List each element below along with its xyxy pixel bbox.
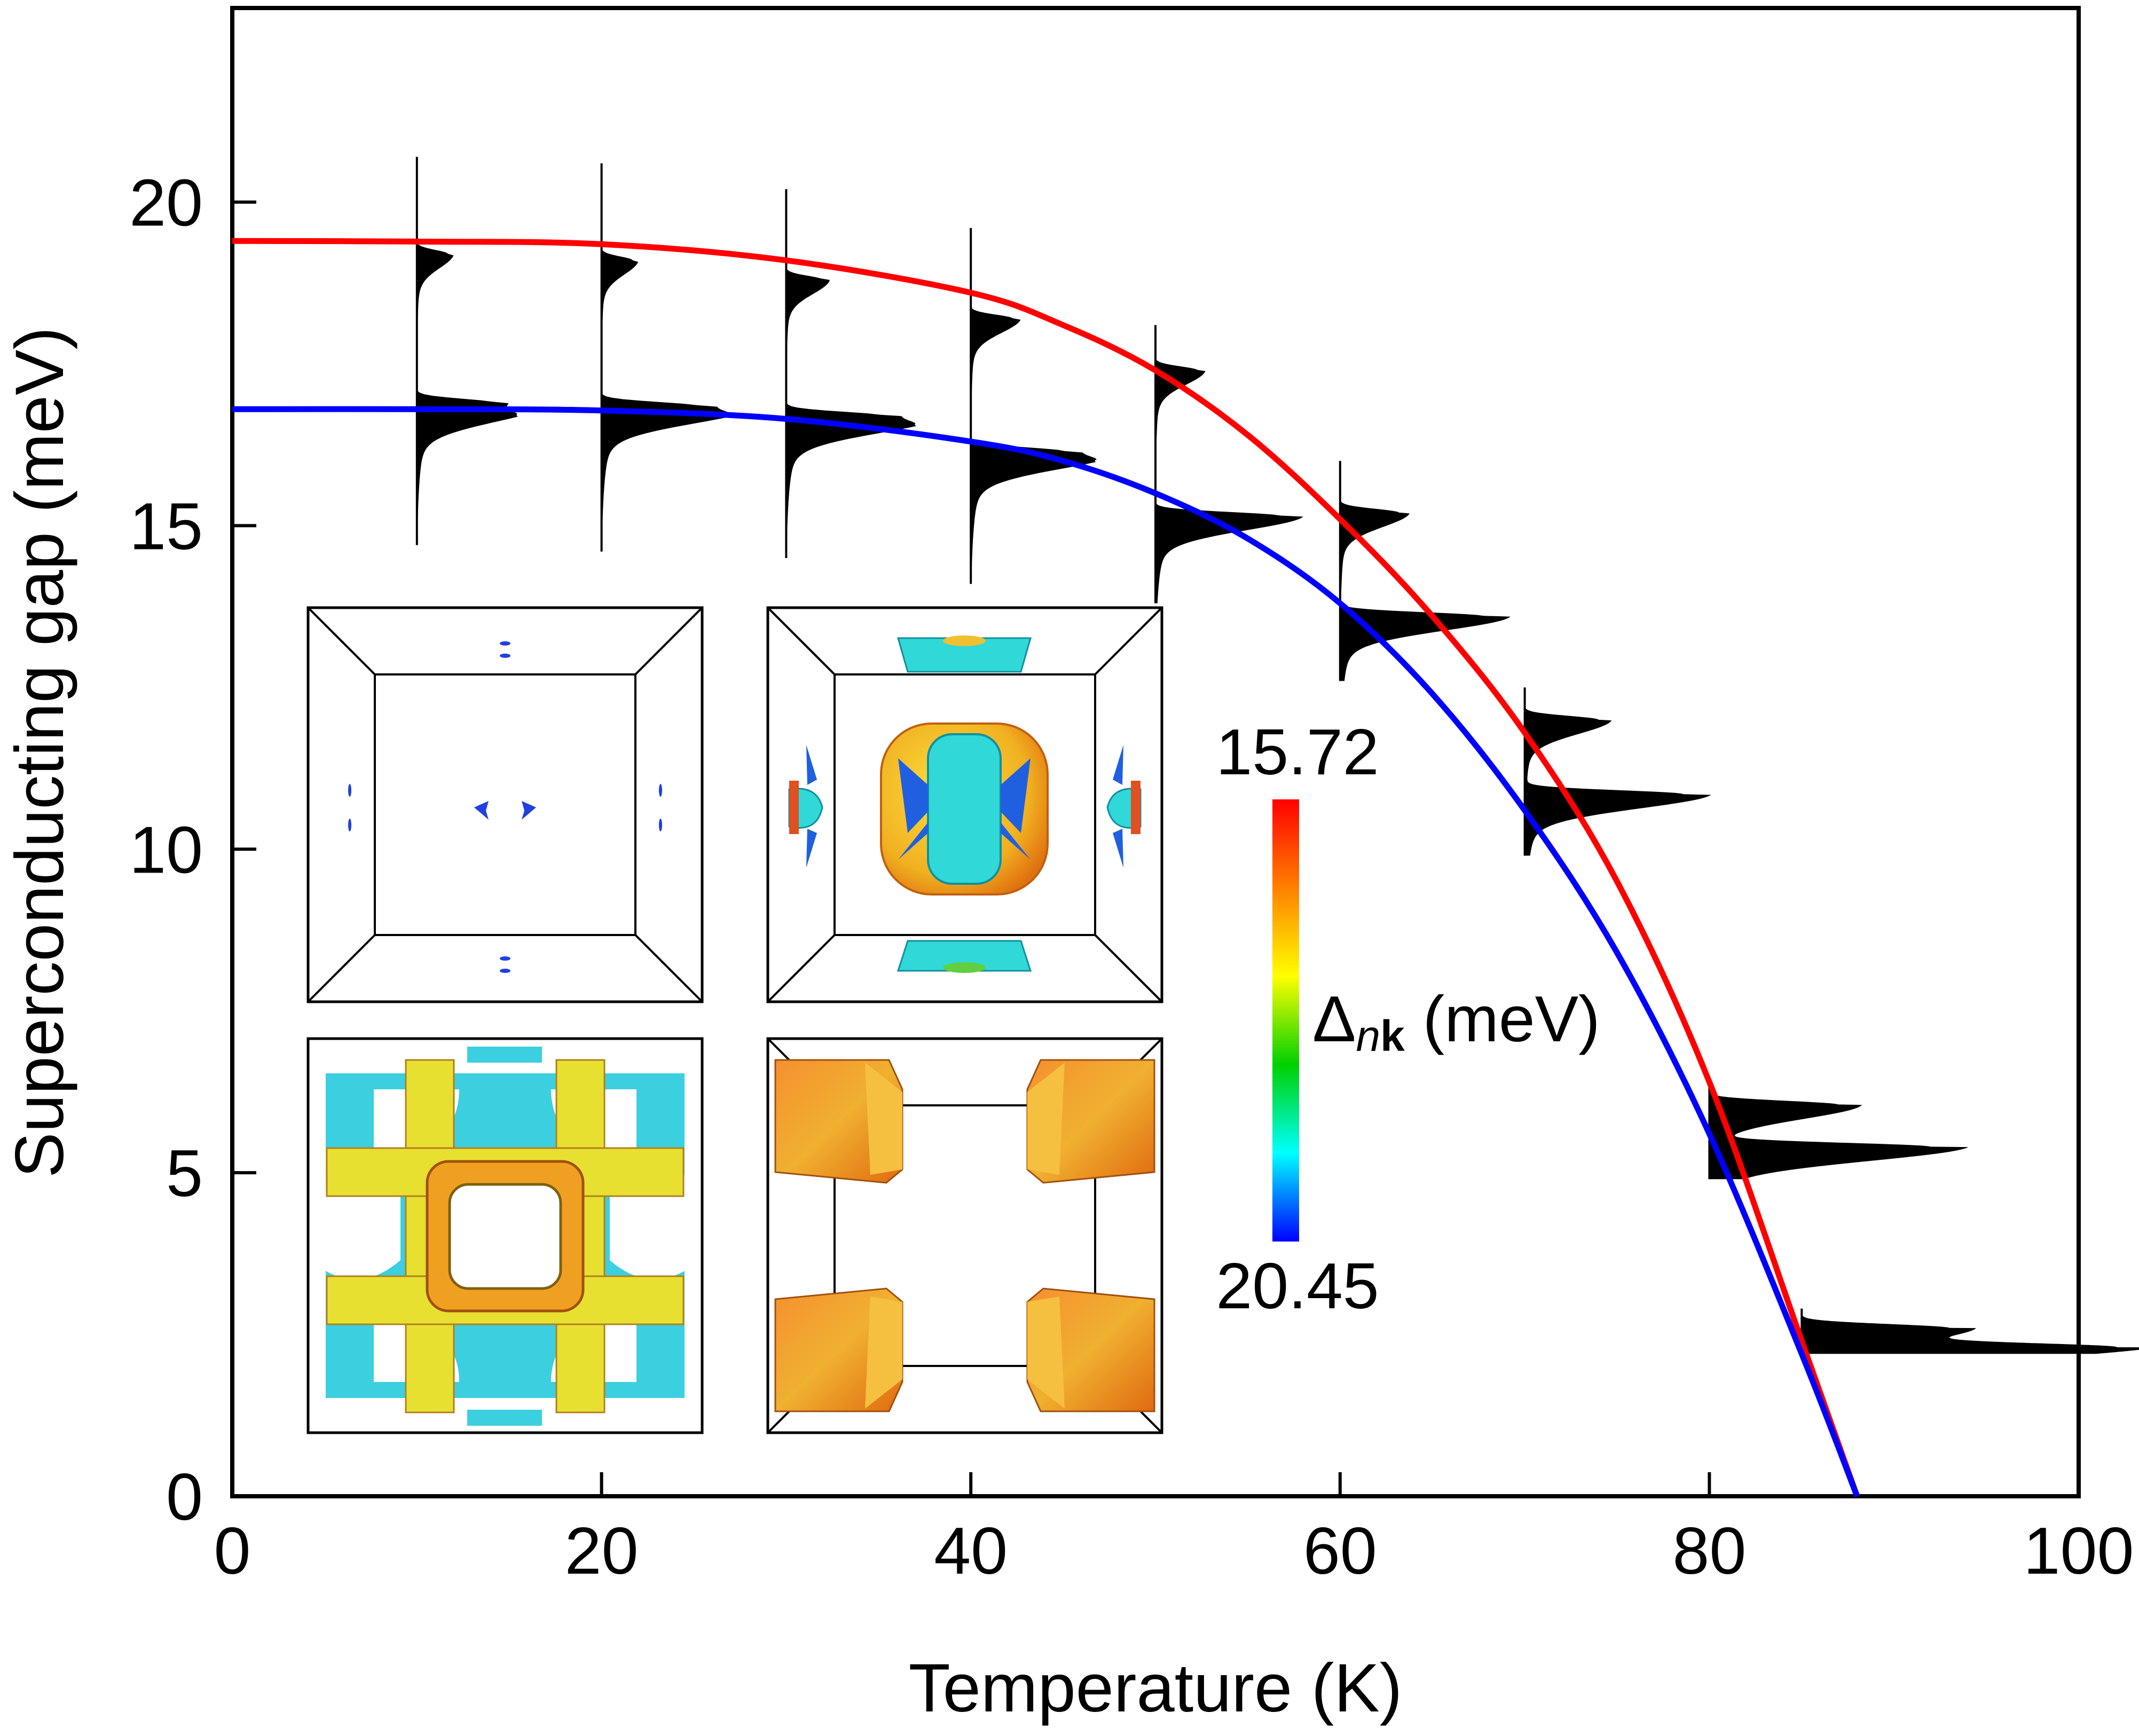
y-tick-label: 5 (166, 1137, 203, 1211)
gap-distribution-50K (1155, 325, 1303, 603)
gap-distribution-30K (786, 189, 916, 558)
colorbar-gradient (1272, 799, 1299, 1242)
plot-frame (230, 6, 2081, 1498)
fermi-surface-inset-4 (766, 1037, 1163, 1434)
gap-distribution-80K (1709, 1082, 1969, 1180)
fermi-surface-inset-2 (766, 606, 1163, 1003)
x-tick-label: 60 (1303, 1514, 1377, 1588)
y-tick-label: 10 (129, 813, 203, 887)
gap-distribution-10K (416, 156, 518, 545)
x-axis-label: Temperature (K) (909, 1650, 1403, 1726)
gap-curves (232, 238, 1860, 1497)
lower-gap-curve (232, 406, 1860, 1497)
upper-gap-curve (232, 238, 1860, 1497)
x-tick-label: 0 (214, 1514, 251, 1588)
gap-distribution-40K (971, 227, 1097, 584)
x-tick-label: 80 (1672, 1514, 1746, 1588)
y-axis-label: Superconducting gap (meV) (2, 327, 78, 1178)
gap-distribution-20K (601, 163, 732, 552)
fermi-surface-inset-1 (306, 606, 704, 1003)
x-tick-label: 20 (565, 1514, 639, 1588)
colorbar-label: Δnk (meV) (1312, 983, 1600, 1061)
x-axis-ticks: 0 20 40 60 80 100 (214, 1472, 2134, 1588)
y-tick-label: 0 (166, 1460, 203, 1534)
colorbar-bottom-value: 20.45 (1216, 1250, 1379, 1322)
x-tick-label: 100 (2024, 1514, 2134, 1588)
gap-distribution-70K (1524, 687, 1711, 856)
colorbar: 15.72 20.45 Δnk (meV) (1216, 716, 1600, 1322)
colorbar-top-value: 15.72 (1216, 716, 1379, 788)
fermi-surface-inset-3 (306, 1037, 704, 1434)
x-tick-label: 40 (934, 1514, 1008, 1588)
y-tick-label: 20 (129, 167, 203, 240)
gap-distribution-85K (1802, 1308, 2139, 1354)
gap-distribution-60K (1340, 461, 1511, 681)
y-tick-label: 15 (129, 490, 203, 563)
y-axis-ticks: 0 5 10 15 20 (129, 167, 256, 1534)
